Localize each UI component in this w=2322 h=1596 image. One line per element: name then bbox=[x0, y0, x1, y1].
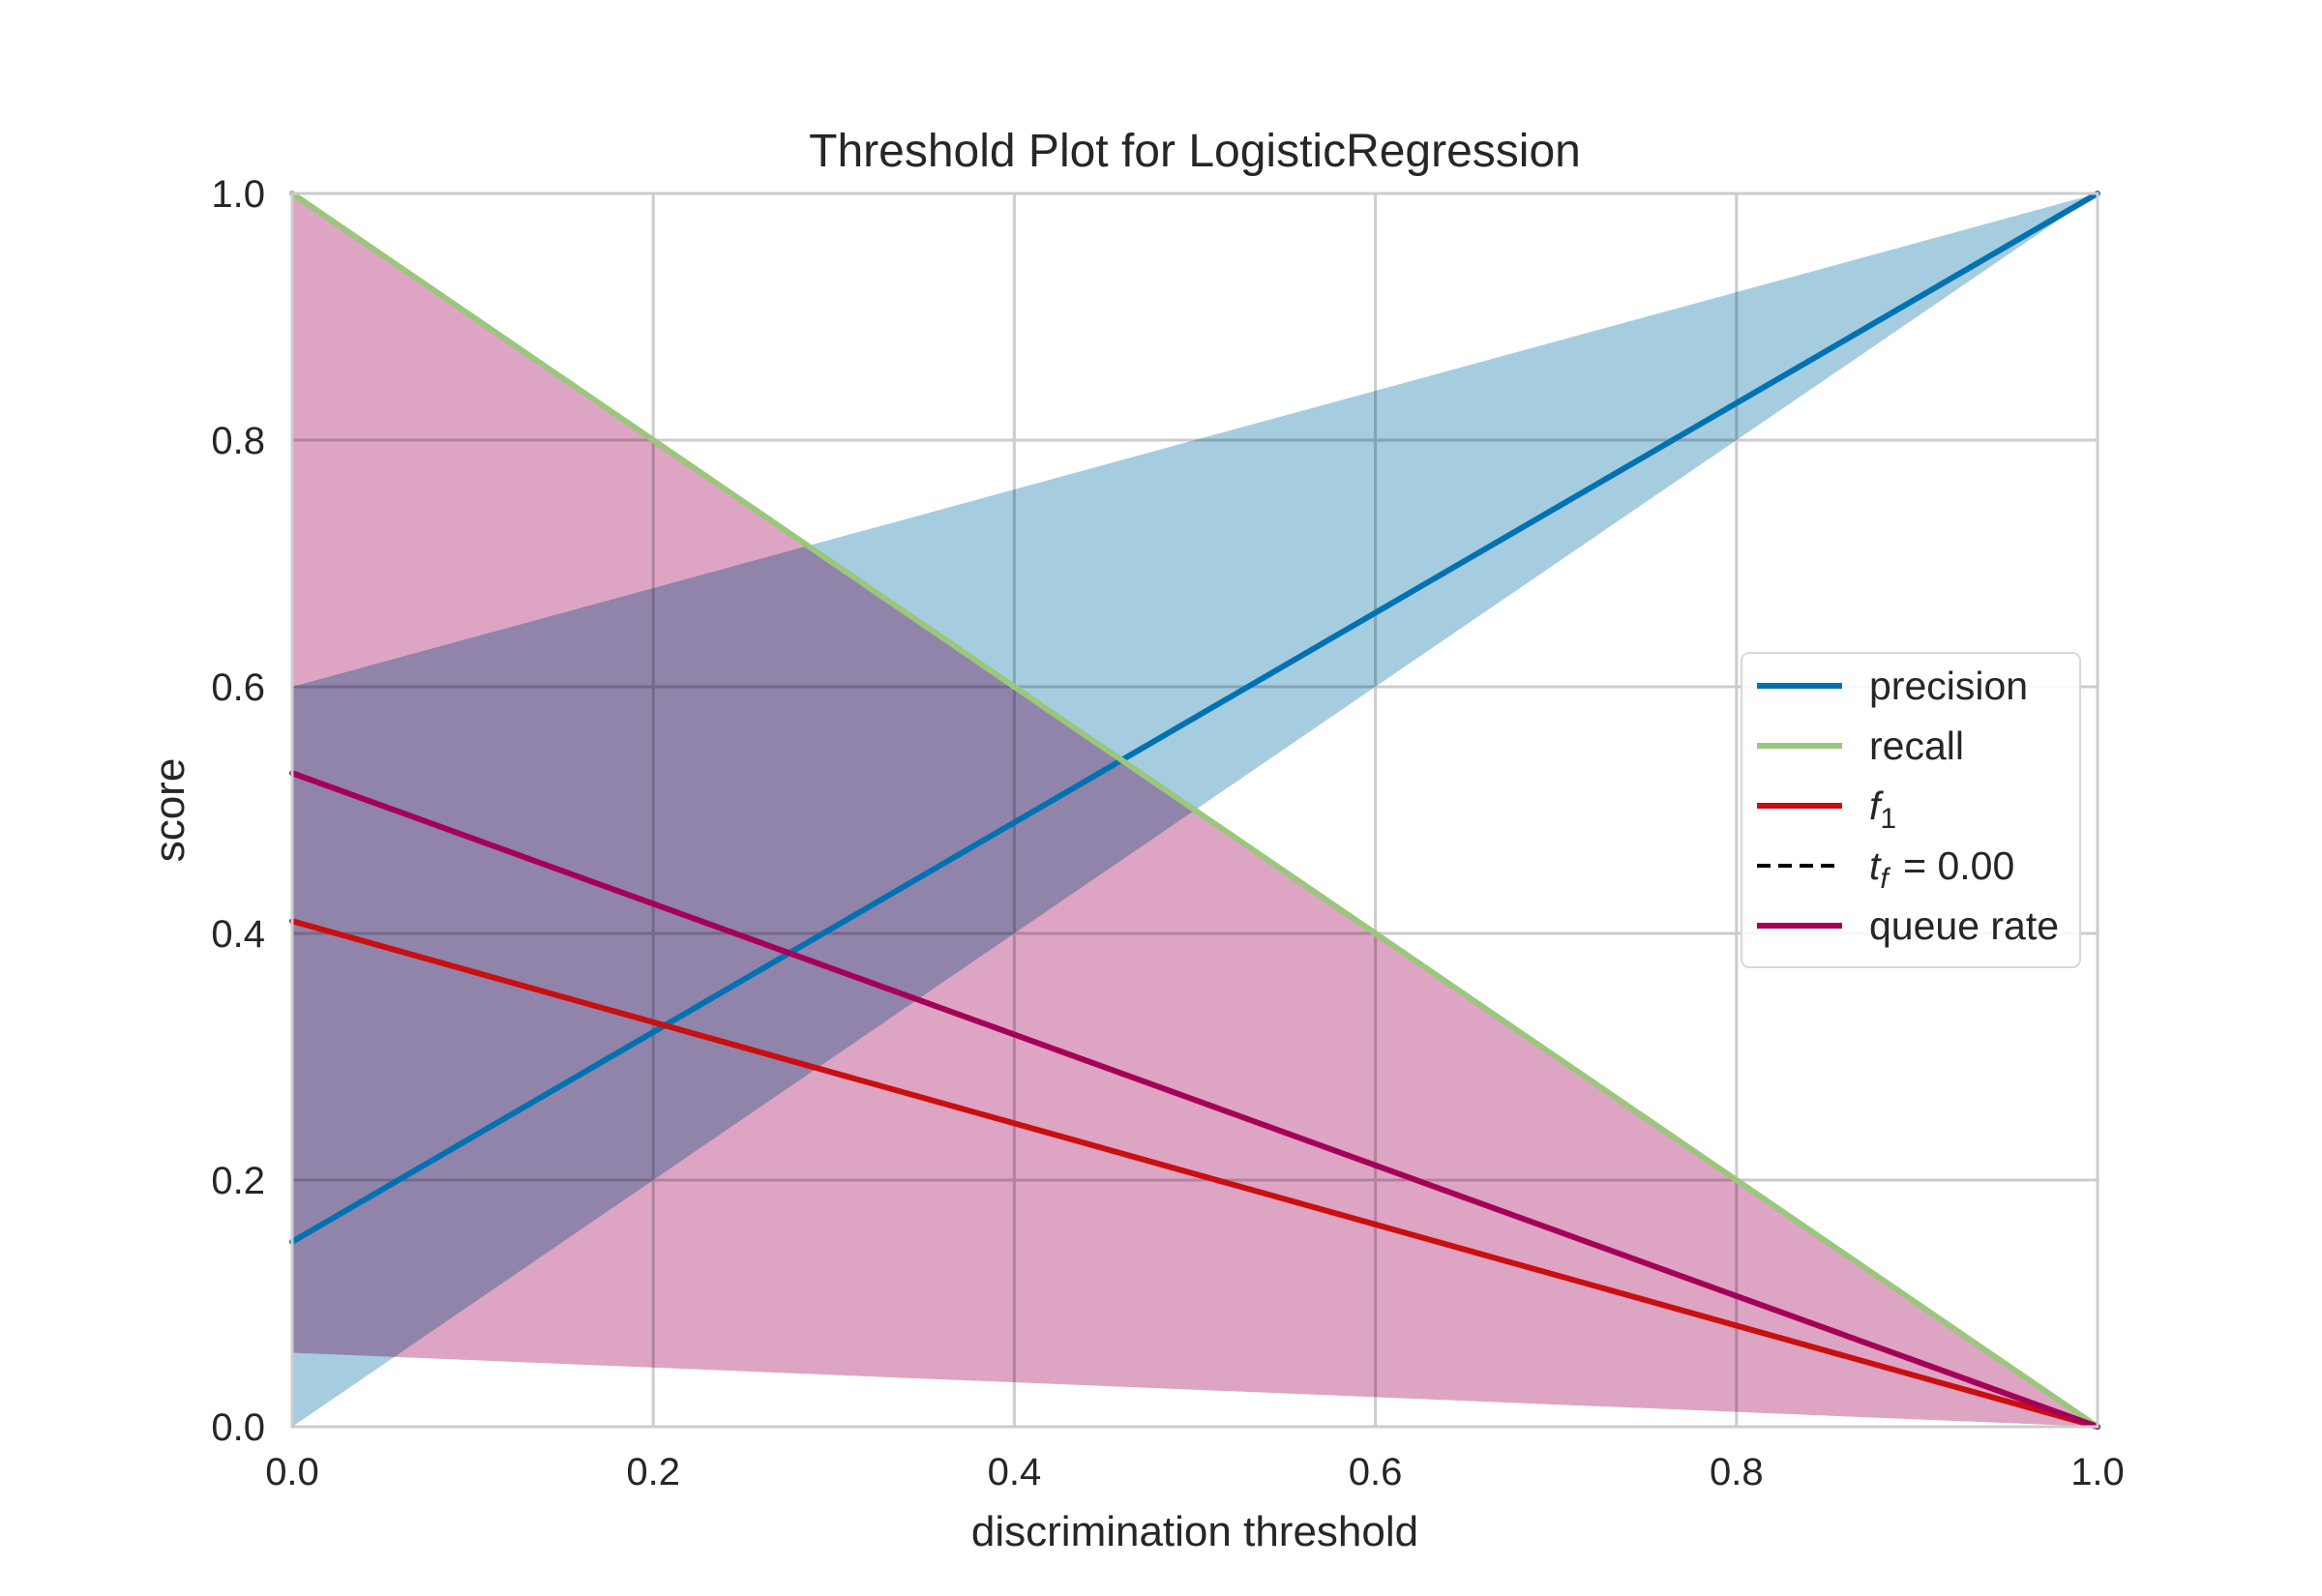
y-tick-label: 0.0 bbox=[211, 1406, 265, 1449]
x-axis-label: discrimination threshold bbox=[971, 1508, 1418, 1555]
legend-label-queue_rate: queue rate bbox=[1869, 903, 2059, 948]
y-tick-label: 0.8 bbox=[211, 420, 265, 462]
tick-labels: 0.0 0.2 0.4 0.6 0.8 1.0 0.0 0.2 0.4 0.6 0.8 1.0 bbox=[211, 173, 2124, 1493]
y-axis-label: score bbox=[146, 758, 194, 863]
y-tick-label: 0.6 bbox=[211, 666, 265, 709]
y-tick-label: 0.2 bbox=[211, 1160, 265, 1202]
y-tick-label: 1.0 bbox=[211, 173, 265, 216]
recall-line bbox=[289, 191, 2100, 1430]
precision-line bbox=[289, 191, 2100, 1245]
legend-label-recall: recall bbox=[1869, 724, 1964, 768]
x-tick-label: 0.0 bbox=[265, 1451, 319, 1493]
legend-label-f1: f1 bbox=[1869, 783, 1896, 835]
legend-label-tf: tf = 0.00 bbox=[1869, 843, 2014, 895]
x-tick-label: 0.8 bbox=[1710, 1451, 1764, 1493]
chart-title: Threshold Plot for LogisticRegression bbox=[809, 126, 1581, 177]
legend-box bbox=[1741, 652, 2081, 968]
legend: precision recall f1 tf = 0.00 queue rate bbox=[1741, 652, 2081, 968]
f1-line bbox=[289, 918, 2100, 1430]
queue_rate-line bbox=[289, 770, 2100, 1430]
x-tick-label: 0.6 bbox=[1349, 1451, 1403, 1493]
series-lines bbox=[289, 191, 2100, 1430]
x-tick-label: 0.4 bbox=[988, 1451, 1042, 1493]
x-tick-label: 0.2 bbox=[626, 1451, 680, 1493]
y-tick-label: 0.4 bbox=[211, 913, 265, 956]
plot-frame bbox=[290, 192, 2099, 1429]
x-tick-label: 1.0 bbox=[2070, 1451, 2125, 1493]
legend-label-precision: precision bbox=[1869, 664, 2028, 708]
